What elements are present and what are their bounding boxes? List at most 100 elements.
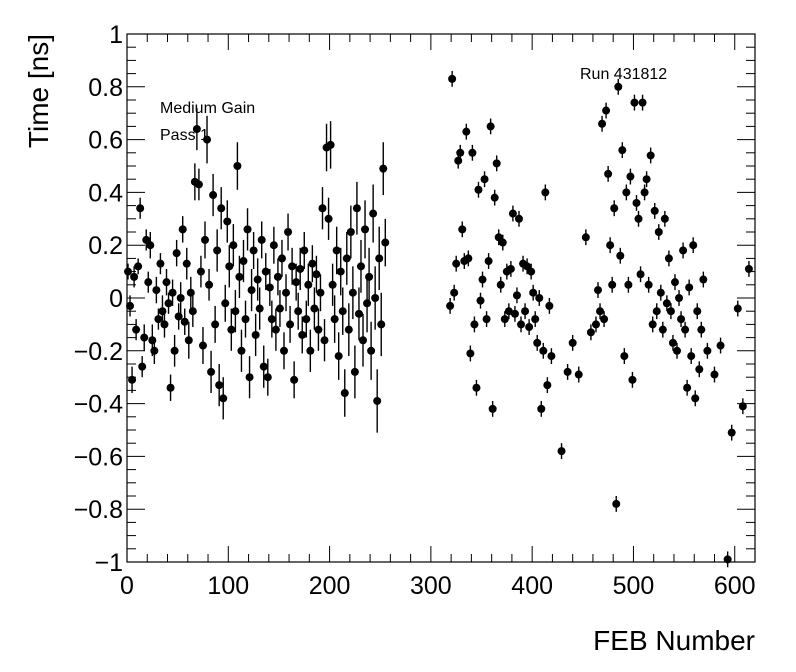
- data-point: [150, 346, 159, 355]
- data-point: [470, 320, 479, 329]
- data-point: [539, 346, 548, 355]
- data-point: [245, 373, 254, 382]
- data-point: [273, 272, 282, 281]
- data-point: [308, 259, 317, 268]
- data-point: [164, 299, 173, 308]
- data-point: [377, 320, 386, 329]
- data-point: [282, 288, 291, 297]
- data-point: [213, 246, 222, 255]
- data-point: [237, 346, 246, 355]
- data-point: [744, 264, 753, 273]
- data-point: [267, 315, 276, 324]
- data-point: [662, 299, 671, 308]
- data-point: [543, 381, 552, 390]
- data-point: [235, 272, 244, 281]
- data-point: [598, 119, 607, 128]
- data-point: [541, 188, 550, 197]
- data-point: [130, 272, 139, 281]
- data-point: [658, 325, 667, 334]
- data-point: [200, 235, 209, 244]
- data-point: [352, 204, 361, 213]
- data-point: [328, 280, 337, 289]
- data-point: [677, 315, 686, 324]
- data-point: [640, 188, 649, 197]
- data-point: [152, 286, 161, 295]
- data-point: [174, 312, 183, 321]
- data-point: [302, 315, 311, 324]
- data-point: [500, 315, 509, 324]
- data-point: [616, 251, 625, 260]
- data-point: [296, 264, 305, 273]
- data-point: [292, 278, 301, 287]
- data-point: [320, 336, 329, 345]
- y-tick-label: 0: [109, 285, 123, 313]
- data-point: [644, 280, 653, 289]
- data-point: [304, 280, 313, 289]
- data-point: [547, 352, 556, 361]
- data-point: [492, 159, 501, 168]
- data-point: [128, 375, 137, 384]
- data-point: [225, 262, 234, 271]
- data-point: [194, 180, 203, 189]
- data-point: [342, 254, 351, 263]
- data-point: [275, 304, 284, 313]
- data-point: [626, 172, 635, 181]
- data-point: [535, 294, 544, 302]
- data-point: [186, 288, 195, 297]
- data-point: [642, 175, 651, 184]
- data-point: [604, 169, 613, 178]
- data-point: [537, 404, 546, 413]
- y-tick-label: 0.2: [88, 232, 123, 260]
- data-point: [695, 365, 704, 374]
- data-point: [660, 214, 669, 223]
- data-point: [277, 254, 286, 263]
- data-point: [664, 254, 673, 263]
- data-point: [608, 280, 617, 289]
- data-point: [184, 336, 193, 345]
- data-point: [454, 156, 463, 165]
- data-point: [146, 241, 155, 250]
- data-point: [247, 286, 256, 295]
- data-point: [158, 307, 167, 316]
- data-point: [298, 330, 307, 339]
- data-point: [286, 320, 295, 329]
- data-point: [679, 246, 688, 255]
- data-point: [243, 225, 252, 234]
- data-point: [182, 259, 191, 268]
- data-point: [219, 394, 228, 403]
- data-point: [259, 362, 268, 371]
- x-tick-label: 600: [714, 572, 756, 600]
- data-point: [284, 228, 293, 236]
- data-point: [160, 320, 169, 329]
- data-point: [514, 214, 523, 223]
- data-point: [188, 307, 197, 316]
- data-point: [480, 175, 489, 184]
- data-point: [330, 315, 339, 324]
- y-tick-label: −0.8: [74, 496, 123, 524]
- data-point: [452, 259, 461, 268]
- data-point: [261, 267, 270, 276]
- data-point: [723, 555, 732, 564]
- data-point: [600, 315, 609, 324]
- axis-tick-labels: 0 100 200 300 400 500 600 −1 −0.8 −0.6 −0.4 −0.2 0 0.…: [74, 21, 756, 600]
- data-point: [482, 315, 491, 324]
- data-point: [638, 98, 647, 107]
- data-point: [733, 304, 742, 313]
- data-point: [563, 367, 572, 376]
- data-point: [634, 214, 643, 223]
- data-point: [326, 140, 335, 149]
- data-point: [241, 315, 250, 324]
- data-point: [231, 307, 240, 316]
- data-point: [622, 188, 631, 197]
- data-point: [632, 198, 641, 207]
- data-point: [618, 146, 627, 155]
- data-point: [557, 447, 566, 456]
- data-point: [144, 278, 153, 287]
- data-point: [675, 294, 684, 302]
- data-point: [265, 283, 274, 292]
- data-point: [697, 325, 706, 334]
- data-point: [466, 349, 475, 358]
- data-point: [527, 267, 536, 276]
- data-point: [223, 217, 232, 226]
- data-point: [685, 283, 694, 292]
